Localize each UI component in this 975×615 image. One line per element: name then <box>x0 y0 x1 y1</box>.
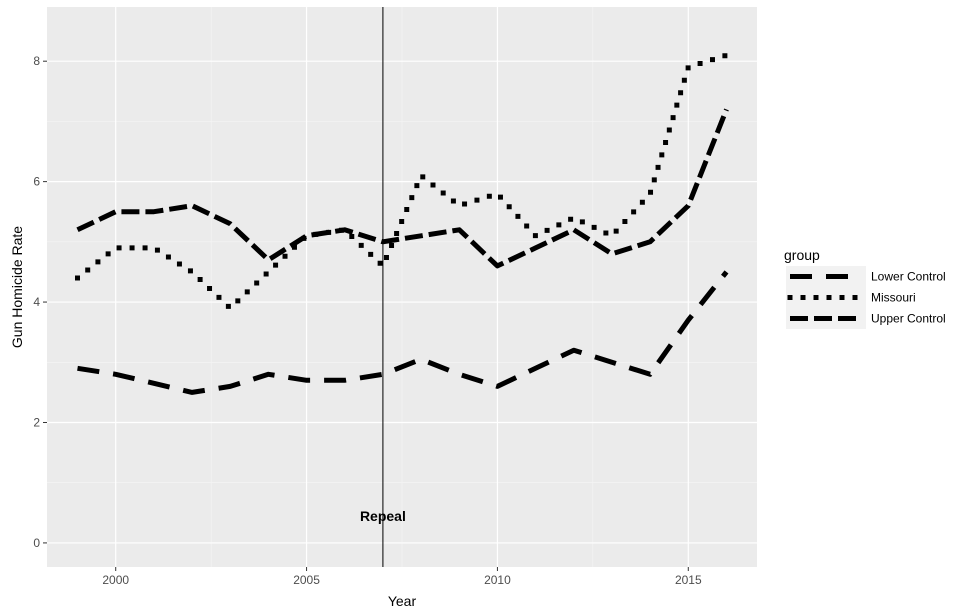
x-axis: 2000 2005 2010 2015 <box>102 567 702 587</box>
legend-title: group <box>784 247 820 263</box>
x-axis-title: Year <box>388 593 417 609</box>
y-tick-label: 0 <box>33 536 40 550</box>
legend: group Lower Control Missouri Upper Control <box>784 247 946 329</box>
series-line-lower-control <box>77 270 729 395</box>
series-layer <box>73 52 730 395</box>
grid-minor <box>47 7 757 567</box>
y-tick-label: 8 <box>33 54 40 68</box>
legend-label: Lower Control <box>871 270 946 284</box>
repeal-label: Repeal <box>360 508 406 524</box>
legend-key-bg <box>786 287 866 308</box>
y-axis: 0 2 4 6 8 <box>33 54 47 550</box>
y-tick-label: 2 <box>33 415 40 429</box>
x-tick-label: 2005 <box>293 573 320 587</box>
series-line-upper-control <box>76 108 729 269</box>
legend-label: Missouri <box>871 291 916 305</box>
x-tick-label: 2010 <box>484 573 511 587</box>
y-axis-title: Gun Homicide Rate <box>9 226 25 348</box>
grid-major <box>47 7 757 567</box>
y-tick-label: 4 <box>33 295 40 309</box>
series-line-missouri <box>73 52 730 311</box>
legend-label: Upper Control <box>871 312 946 326</box>
x-tick-label: 2000 <box>102 573 129 587</box>
x-tick-label: 2015 <box>675 573 702 587</box>
y-tick-label: 6 <box>33 175 40 189</box>
